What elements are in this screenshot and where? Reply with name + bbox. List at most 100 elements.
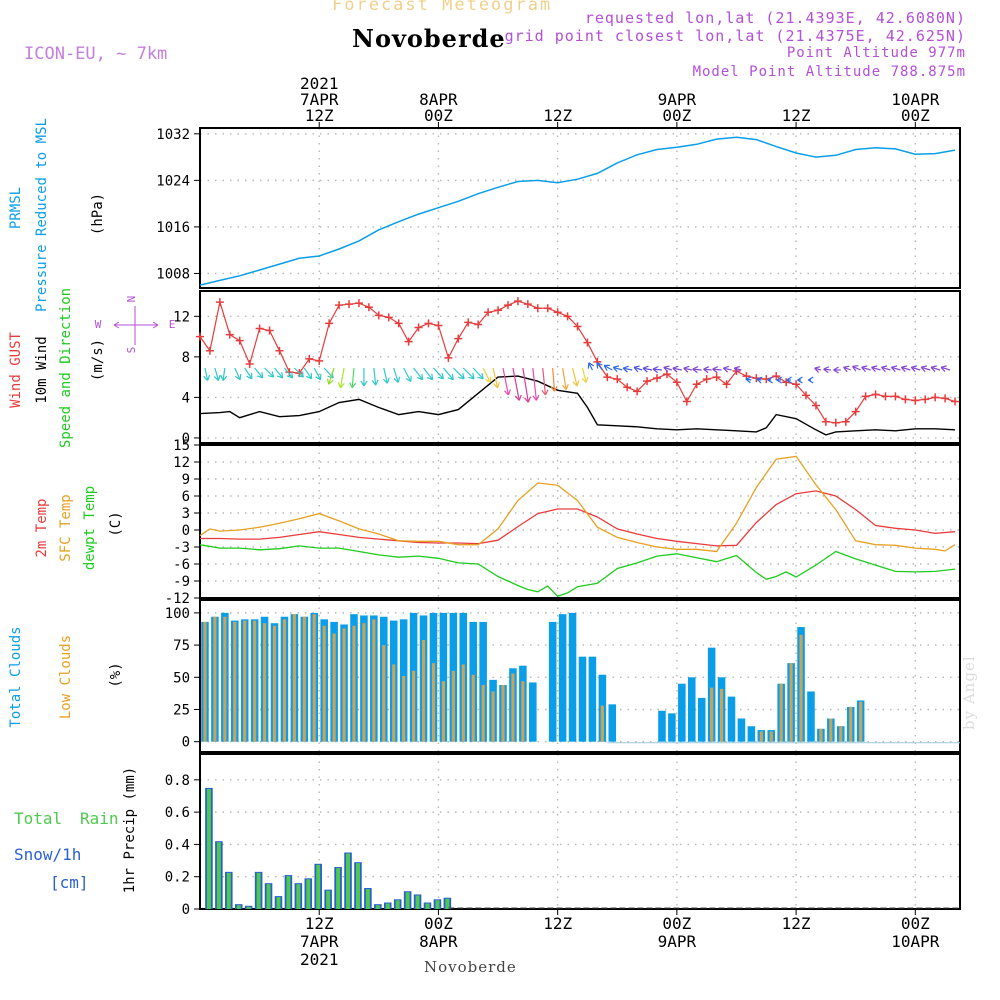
panel-frame bbox=[199, 444, 961, 599]
arrow-head bbox=[541, 389, 549, 396]
arrow-shaft bbox=[328, 367, 335, 385]
low-cloud-bar bbox=[253, 620, 257, 742]
arrow-head bbox=[683, 365, 690, 373]
arrow-head bbox=[337, 382, 345, 389]
bottom-axis-label: 7APR bbox=[300, 932, 339, 951]
arrow-head bbox=[871, 365, 878, 373]
arrow-head bbox=[852, 365, 859, 372]
compass-w-label: W bbox=[95, 318, 102, 331]
gust-marker bbox=[911, 396, 920, 405]
precip-unit: 1hr Precip (mm) bbox=[122, 767, 138, 893]
wind-direction-arrow bbox=[852, 365, 861, 372]
wind-direction-arrow bbox=[512, 367, 522, 401]
snow-bar bbox=[385, 903, 390, 909]
total-clouds-label: Total Clouds bbox=[8, 626, 24, 727]
arrow-head bbox=[504, 389, 511, 396]
low-cloud-bar bbox=[382, 645, 386, 742]
wind-direction-arrow bbox=[843, 365, 851, 373]
arrow-shaft bbox=[633, 366, 643, 371]
gust-marker bbox=[215, 298, 224, 307]
wind-direction-arrow bbox=[220, 367, 228, 381]
low-cloud-bar bbox=[451, 670, 455, 742]
wind-direction-arrow bbox=[254, 367, 264, 379]
wind-direction-arrow bbox=[550, 367, 558, 392]
arrow-head bbox=[437, 372, 444, 380]
wind-speed-direction-label: Speed and Direction bbox=[58, 288, 74, 448]
low-cloud-bar bbox=[859, 701, 863, 742]
arrow-shaft bbox=[283, 367, 294, 379]
arrow-head bbox=[612, 365, 620, 373]
wind-direction-arrow bbox=[910, 365, 921, 373]
y-tick-label: 9 bbox=[182, 472, 190, 488]
gust-marker bbox=[454, 334, 463, 343]
low-cloud-bar bbox=[223, 616, 227, 742]
gust-marker bbox=[424, 319, 433, 328]
arrow-shaft bbox=[891, 366, 901, 371]
top-axis-label: 9APR bbox=[658, 90, 697, 109]
arrow-head bbox=[745, 376, 752, 384]
gust-marker bbox=[772, 372, 781, 381]
arrow-head bbox=[349, 382, 357, 389]
wind-direction-arrow bbox=[814, 366, 822, 373]
gust-marker bbox=[563, 312, 572, 321]
wind-direction-arrow bbox=[722, 365, 732, 373]
low-cloud-bar bbox=[511, 673, 515, 742]
y-tick-label: 25 bbox=[173, 702, 190, 718]
gust-marker bbox=[354, 299, 363, 308]
arrow-shaft bbox=[683, 367, 692, 371]
arrow-shaft bbox=[613, 366, 623, 371]
bottom-axis-label: 00Z bbox=[901, 914, 930, 933]
arrow-shaft bbox=[623, 367, 633, 371]
snow-bar bbox=[246, 906, 251, 909]
total-cloud-bar bbox=[529, 682, 537, 742]
low-cloud-bar bbox=[779, 683, 783, 742]
wind-speed-line bbox=[199, 375, 956, 436]
snow-bar bbox=[326, 890, 331, 909]
gust-marker bbox=[633, 387, 642, 396]
gust-marker bbox=[245, 359, 254, 368]
low-clouds-label: Low Clouds bbox=[58, 635, 74, 719]
gust-marker bbox=[951, 397, 960, 406]
low-cloud-bar bbox=[322, 625, 326, 742]
top-axis-label: 00Z bbox=[662, 106, 691, 125]
low-cloud-bar bbox=[839, 726, 843, 742]
temp-dewpt-line bbox=[199, 544, 956, 598]
arrow-head bbox=[416, 373, 424, 381]
temp-unit: (C) bbox=[108, 511, 124, 536]
total-cloud-bar bbox=[747, 726, 756, 742]
gust-marker bbox=[414, 323, 423, 332]
wind-direction-arrow bbox=[283, 367, 294, 379]
temp-sfc-label: SFC Temp bbox=[58, 494, 74, 561]
wind-direction-arrow bbox=[433, 367, 444, 380]
wind-direction-arrow bbox=[581, 367, 589, 383]
bottom-axis-label: 12Z bbox=[305, 914, 334, 933]
gust-marker bbox=[831, 418, 840, 427]
low-cloud-bar bbox=[849, 706, 853, 742]
y-tick-label: 4 bbox=[182, 390, 190, 406]
y-tick-label: 1024 bbox=[156, 173, 190, 189]
arrow-shaft bbox=[881, 366, 891, 371]
arrow-shaft bbox=[861, 366, 871, 371]
arrow-shaft bbox=[871, 366, 881, 371]
gust-marker bbox=[841, 417, 850, 426]
arrow-head bbox=[833, 366, 839, 374]
wind-direction-arrow bbox=[930, 365, 941, 373]
wind-direction-arrow bbox=[807, 376, 814, 384]
gust-marker bbox=[652, 374, 661, 383]
arrow-head bbox=[786, 376, 792, 384]
arrow-head bbox=[900, 365, 908, 373]
arrow-shaft bbox=[542, 367, 547, 396]
y-tick-label: -12 bbox=[165, 591, 190, 607]
arrow-shaft bbox=[663, 366, 673, 371]
wind-direction-arrow bbox=[900, 365, 911, 373]
low-cloud-bar bbox=[481, 685, 485, 742]
snow-bar bbox=[226, 872, 231, 909]
arrow-shaft bbox=[552, 367, 556, 392]
arrow-shaft bbox=[930, 366, 941, 371]
arrow-shaft bbox=[264, 367, 274, 378]
wind-direction-arrow bbox=[313, 367, 322, 381]
gust-marker bbox=[881, 392, 890, 401]
arrow-shaft bbox=[642, 367, 653, 371]
arrow-head bbox=[550, 385, 558, 392]
gust-marker bbox=[672, 378, 681, 387]
